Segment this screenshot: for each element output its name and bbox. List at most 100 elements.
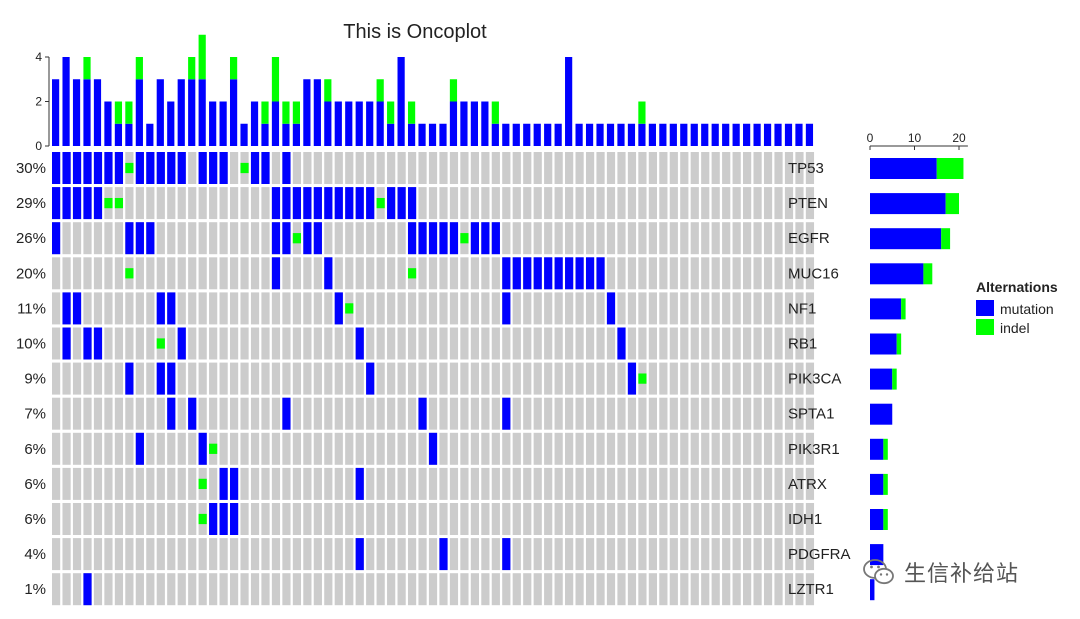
cell <box>617 257 626 290</box>
cell-mutation <box>585 257 595 290</box>
cell <box>125 538 134 571</box>
gene-label: ATRX <box>788 476 827 493</box>
cell <box>366 327 375 360</box>
percent-label: 4% <box>24 546 46 563</box>
cell <box>617 362 626 395</box>
cell <box>502 573 511 606</box>
cell <box>575 327 584 360</box>
top-bar-mutation <box>303 79 311 146</box>
cell <box>774 573 783 606</box>
cell <box>523 362 532 395</box>
top-bar-indel <box>125 101 133 124</box>
cell <box>282 362 291 395</box>
cell <box>606 432 616 465</box>
cell-mutation <box>198 432 207 465</box>
cell <box>72 362 82 395</box>
cell <box>502 362 511 395</box>
cell <box>512 503 521 535</box>
top-bar-mutation <box>669 123 677 146</box>
cell-mutation <box>156 292 165 325</box>
cell <box>449 432 459 465</box>
cell <box>669 257 678 290</box>
cell <box>366 257 375 290</box>
cell-mutation <box>146 152 155 184</box>
cell <box>250 292 260 325</box>
cell-mutation <box>575 257 584 290</box>
cell <box>784 573 794 606</box>
cell <box>156 432 165 465</box>
cell <box>52 257 61 290</box>
cell <box>805 467 815 500</box>
cell <box>585 222 595 255</box>
cell <box>397 327 406 360</box>
cell <box>743 538 752 571</box>
cell <box>146 397 155 430</box>
cell <box>146 187 155 220</box>
cell <box>533 397 542 430</box>
cell <box>606 397 616 430</box>
cell-mutation <box>219 503 228 535</box>
cell <box>313 573 322 606</box>
cell <box>83 538 92 571</box>
cell <box>114 503 124 535</box>
cell <box>565 432 574 465</box>
cell <box>805 257 815 290</box>
cell-mutation <box>271 257 281 290</box>
cell <box>481 467 490 500</box>
cell-mutation <box>313 222 322 255</box>
cell <box>345 222 354 255</box>
cell <box>648 573 657 606</box>
cell <box>324 573 333 606</box>
cell <box>544 538 553 571</box>
cell <box>303 362 312 395</box>
cell <box>366 503 375 535</box>
cell-mutation <box>229 503 239 535</box>
cell <box>638 257 647 290</box>
cell <box>753 327 762 360</box>
cell <box>638 292 647 325</box>
cell <box>292 292 302 325</box>
cell <box>324 538 333 571</box>
cell <box>502 432 511 465</box>
cell <box>512 362 521 395</box>
cell <box>449 187 459 220</box>
cell <box>198 327 207 360</box>
cell <box>135 257 144 290</box>
top-bar-mutation <box>229 79 238 146</box>
cell-mutation <box>177 327 186 360</box>
cell-mutation <box>407 222 417 255</box>
cell <box>439 397 448 430</box>
cell <box>502 327 511 360</box>
cell <box>135 187 144 220</box>
cell <box>554 222 563 255</box>
cell <box>774 397 783 430</box>
side-bar-indel <box>945 193 959 215</box>
cell <box>114 362 124 395</box>
cell <box>470 467 479 500</box>
cell <box>554 467 563 500</box>
cell-mutation <box>533 257 542 290</box>
cell <box>146 362 155 395</box>
cell <box>397 152 406 184</box>
cell <box>606 467 616 500</box>
cell-mutation <box>52 187 61 220</box>
cell <box>805 397 815 430</box>
cell <box>146 257 155 290</box>
gene-label: LZTR1 <box>788 581 834 598</box>
cell <box>219 187 228 220</box>
cell <box>104 222 113 255</box>
cell <box>407 538 417 571</box>
cell <box>481 152 490 184</box>
cell <box>439 152 448 184</box>
cell <box>156 503 165 535</box>
cell <box>292 573 302 606</box>
cell <box>669 152 678 184</box>
cell <box>565 538 574 571</box>
cell <box>376 573 385 606</box>
cell <box>303 292 312 325</box>
cell <box>512 397 521 430</box>
cell <box>554 362 563 395</box>
cell-mutation <box>271 222 281 255</box>
top-bar-mutation <box>711 123 719 146</box>
cell <box>470 397 479 430</box>
